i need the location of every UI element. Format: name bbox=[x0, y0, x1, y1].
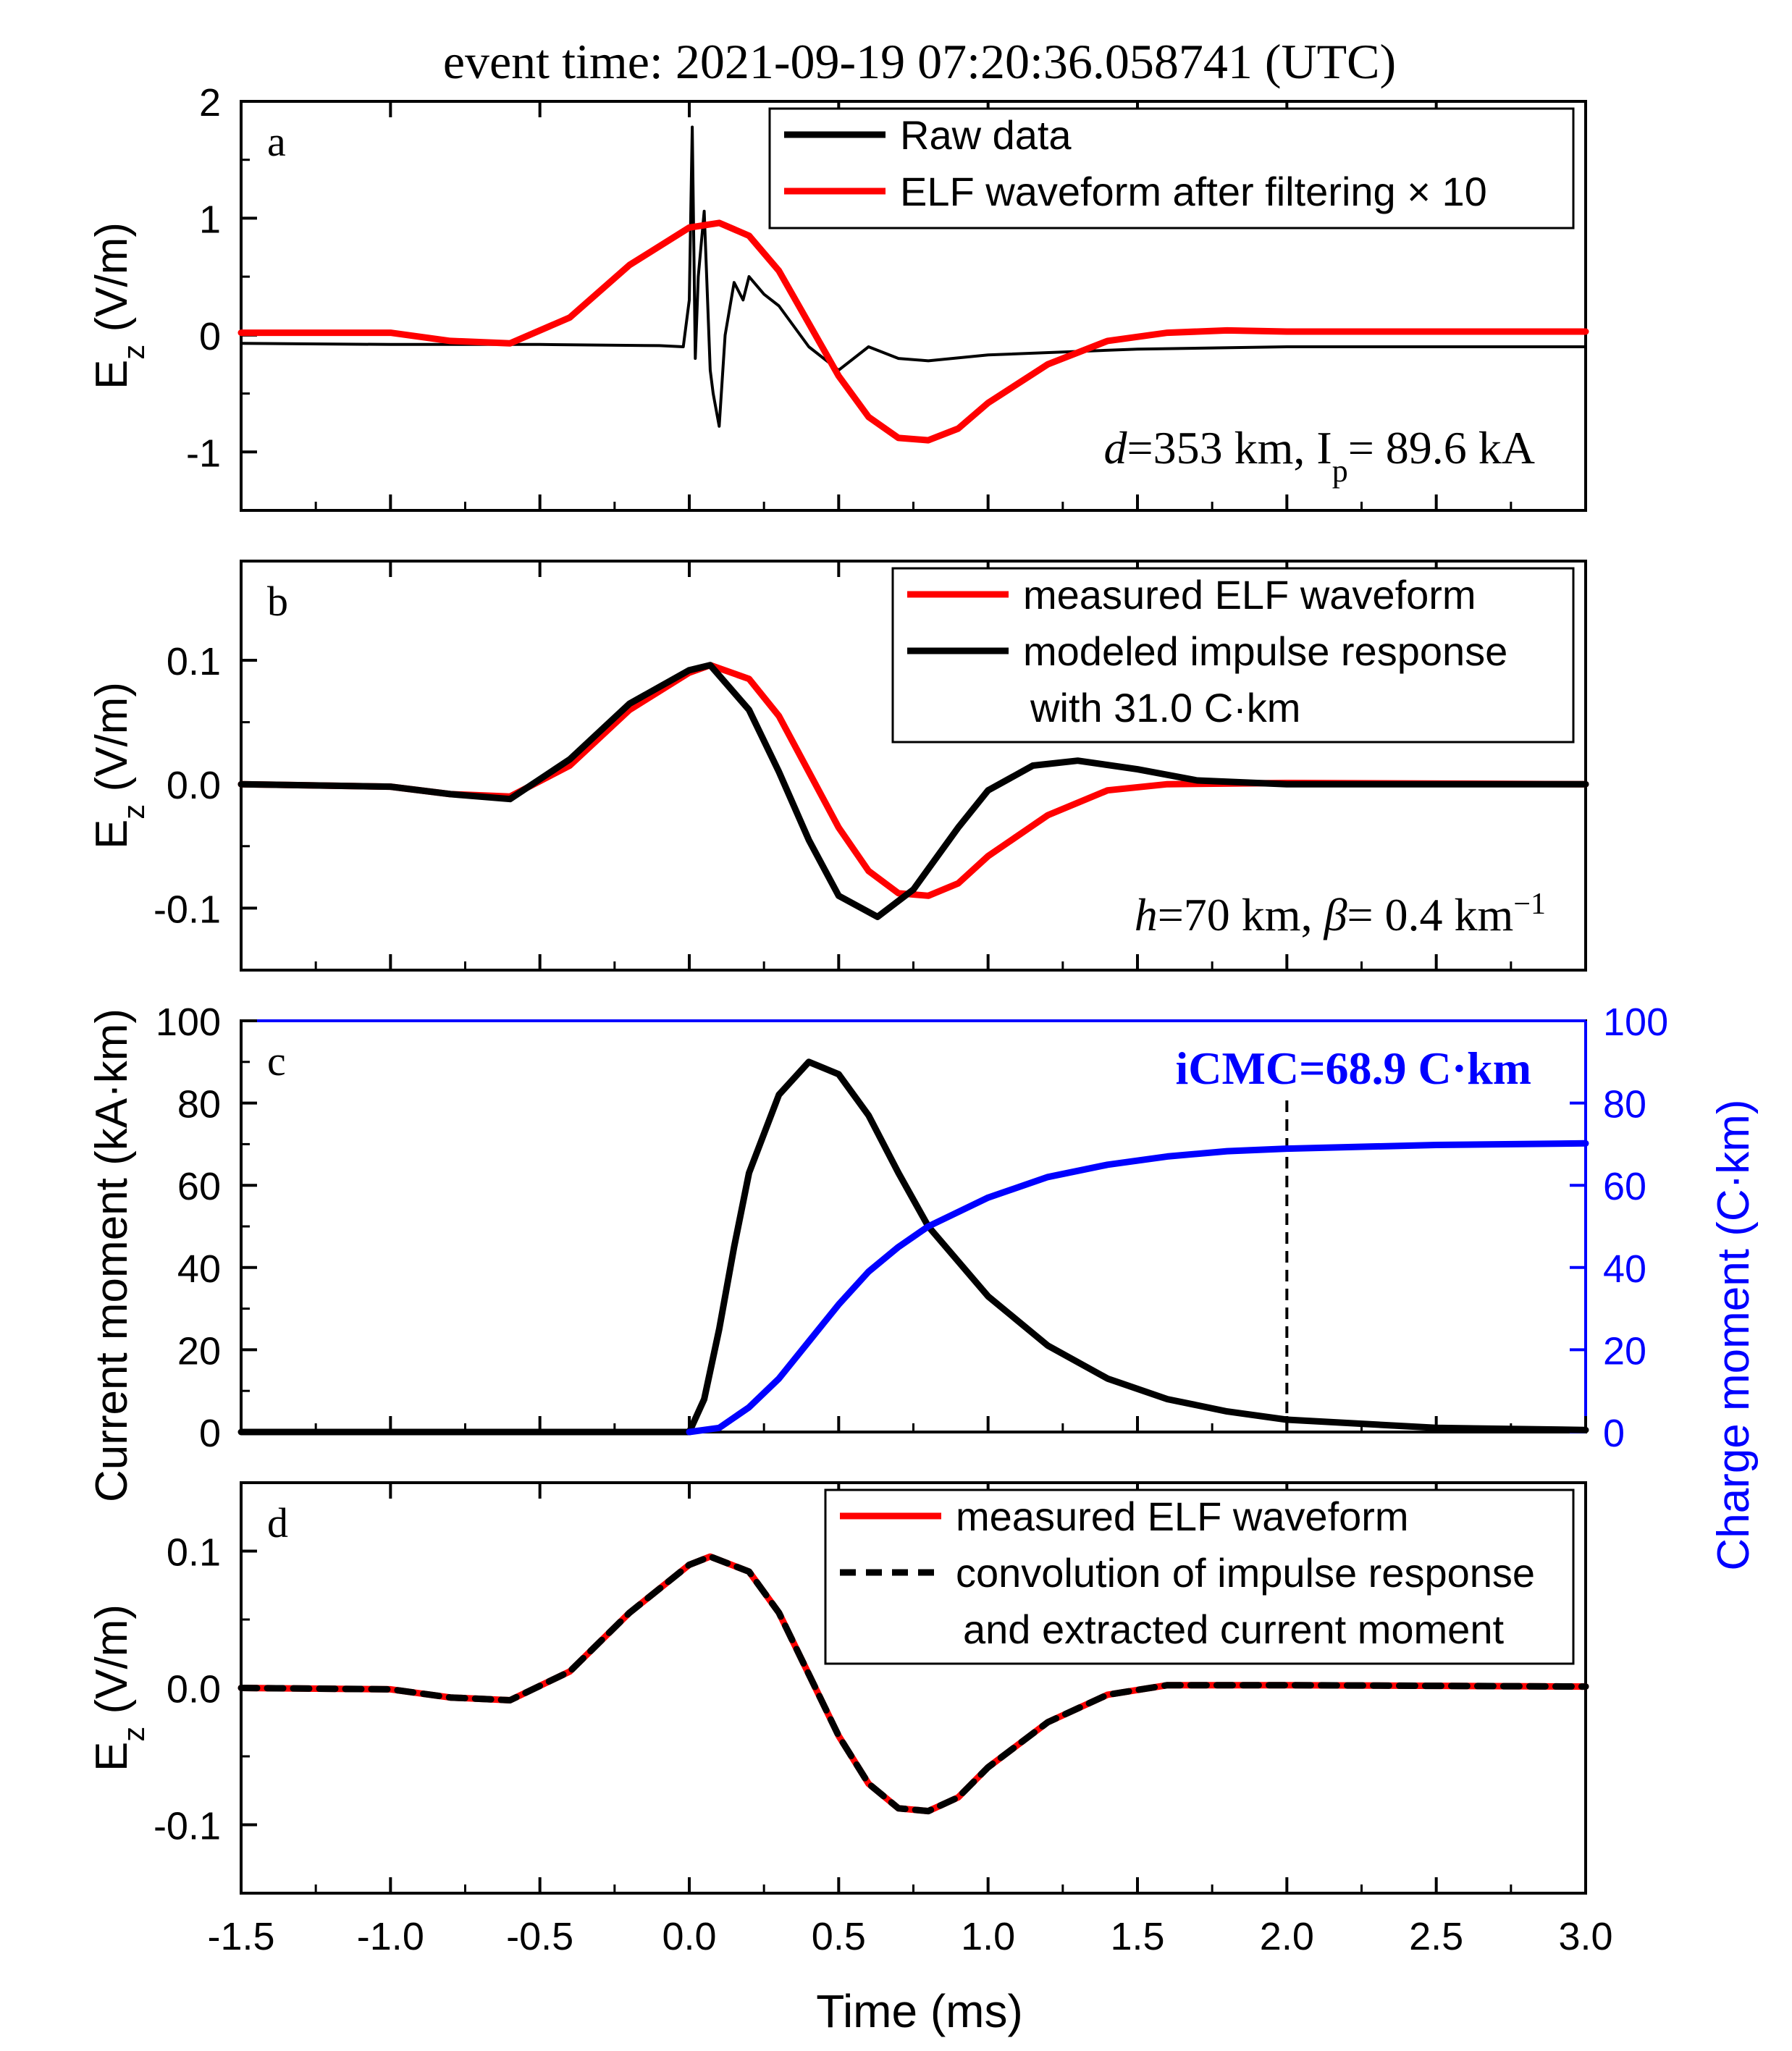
series-line bbox=[237, 219, 1589, 444]
y-tick-label: 0.1 bbox=[167, 640, 221, 683]
y-axis-label: Ez (V/m) bbox=[87, 1604, 151, 1772]
legend-label: Raw data bbox=[900, 112, 1072, 158]
series-line bbox=[237, 662, 1589, 920]
y-tick-label: 100 bbox=[156, 1001, 221, 1044]
figure-title: event time: 2021-09-19 07:20:36.058741 (… bbox=[443, 34, 1396, 89]
legend-label: measured ELF waveform bbox=[1023, 572, 1476, 618]
legend-label: convolution of impulse response bbox=[956, 1550, 1535, 1596]
series-line bbox=[237, 1553, 1589, 1815]
annotation: iCMC=68.9 C·km bbox=[1175, 1043, 1531, 1094]
x-tick-label: 1.5 bbox=[1110, 1915, 1164, 1958]
y-axis-label: Ez (V/m) bbox=[87, 682, 151, 849]
x-tick-label: 3.0 bbox=[1558, 1915, 1612, 1958]
y-tick-label: 80 bbox=[177, 1083, 221, 1126]
x-tick-label: 0.0 bbox=[662, 1915, 716, 1958]
y-tick-label: 1 bbox=[199, 198, 221, 241]
panel-letter: c bbox=[267, 1037, 286, 1085]
series-line bbox=[240, 125, 1587, 428]
y-tick-label: 20 bbox=[177, 1329, 221, 1373]
right-y-tick-label: 60 bbox=[1603, 1165, 1646, 1208]
legend-label: measured ELF waveform bbox=[956, 1494, 1409, 1539]
y-tick-label: -0.1 bbox=[153, 1805, 221, 1848]
panel-b: -0.1 0.0 0.1 Ez (V/m) b measured ELF waveform… bbox=[87, 560, 1589, 972]
legend-label: with 31.0 C·km bbox=[1030, 685, 1300, 730]
x-tick-label: -0.5 bbox=[506, 1915, 573, 1958]
panel-a: -1 0 1 2 Ez (V/m) a Raw data ELF waveform after… bbox=[87, 81, 1589, 512]
right-y-tick-label: 40 bbox=[1603, 1247, 1646, 1291]
y-axis-label: Ez (V/m) bbox=[87, 222, 151, 389]
x-tick-label: 2.5 bbox=[1409, 1915, 1463, 1958]
legend-box bbox=[768, 107, 1575, 229]
legend-box bbox=[824, 1488, 1575, 1665]
legend-label: ELF waveform after filtering × 10 bbox=[900, 169, 1487, 214]
annotation: h=70 km, β= 0.4 km−1 bbox=[1135, 888, 1546, 940]
y-tick-label: 0 bbox=[199, 315, 221, 358]
y-tick-label: 0 bbox=[199, 1412, 221, 1455]
series-line bbox=[686, 1140, 1589, 1436]
right-y-axis-label: Charge moment (C·km) bbox=[1709, 1099, 1759, 1570]
annotation: d=353 km, Ip= 89.6 kA bbox=[1104, 422, 1536, 489]
y-axis-label: Current moment (kA·km) bbox=[87, 1008, 137, 1502]
x-tick-label: 1.0 bbox=[961, 1915, 1015, 1958]
y-tick-label: 0.0 bbox=[167, 764, 221, 807]
right-y-tick-label: 0 bbox=[1603, 1412, 1625, 1455]
panel-letter: d bbox=[267, 1499, 288, 1546]
panel-letter: b bbox=[267, 578, 288, 625]
y-tick-label: 0.1 bbox=[167, 1531, 221, 1575]
x-axis-label: Time (ms) bbox=[816, 1985, 1023, 2037]
y-tick-label: -1 bbox=[186, 431, 221, 475]
panel-c: 0 20 40 60 80 100 0 20 40 60 80 100 Charge moment (C… bbox=[87, 1001, 1759, 1571]
x-tick-label: -1.5 bbox=[207, 1915, 274, 1958]
right-y-tick-label: 20 bbox=[1603, 1329, 1646, 1373]
series-line bbox=[237, 1058, 1589, 1436]
right-y-tick-label: 80 bbox=[1603, 1083, 1646, 1126]
y-tick-label: 60 bbox=[177, 1165, 221, 1208]
legend-label: modeled impulse response bbox=[1023, 628, 1507, 674]
y-tick-label: 2 bbox=[199, 81, 221, 125]
panel-letter: a bbox=[267, 118, 286, 165]
y-tick-label: -0.1 bbox=[153, 888, 221, 931]
x-tick-label: 0.5 bbox=[812, 1915, 866, 1958]
y-tick-label: 40 bbox=[177, 1247, 221, 1291]
x-tick-label: 2.0 bbox=[1260, 1915, 1314, 1958]
y-tick-label: 0.0 bbox=[167, 1668, 221, 1711]
legend-label: and extracted current moment bbox=[963, 1606, 1504, 1652]
x-tick-label: -1.0 bbox=[357, 1915, 424, 1958]
panel-d: -0.1 0.0 0.1 -1.5 -1.0 -0.5 0.0 0.5 1.0 1.5 2.0 2.5… bbox=[87, 1481, 1613, 1958]
right-y-tick-label: 100 bbox=[1603, 1001, 1668, 1044]
